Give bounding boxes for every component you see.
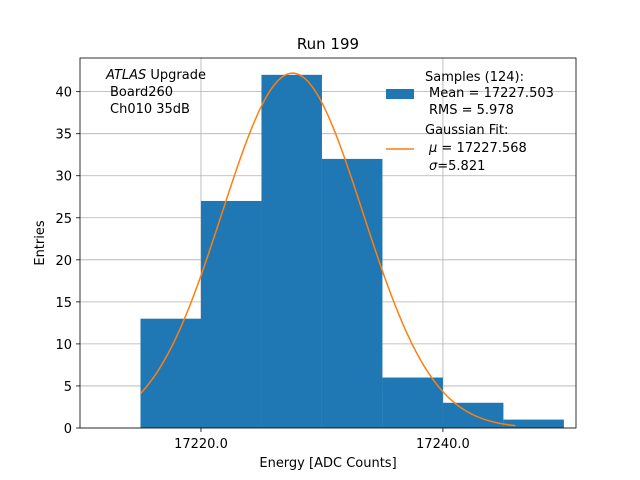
legend: Samples (124): Mean = 17227.503 RMS = 5.… bbox=[386, 70, 554, 174]
x-tick-label: 17240.0 bbox=[416, 437, 470, 452]
legend-mu-symbol: μ bbox=[428, 141, 437, 156]
legend-samples-title: Samples (124): bbox=[425, 70, 524, 85]
chart-title: Run 199 bbox=[297, 35, 359, 53]
annotation-upgrade: Upgrade bbox=[146, 68, 206, 83]
y-tick-label: 15 bbox=[55, 296, 72, 311]
annotation-atlas: ATLAS bbox=[105, 68, 146, 83]
histogram-bar-3 bbox=[261, 74, 322, 429]
legend-samples-rms: RMS = 5.978 bbox=[429, 103, 514, 118]
histogram-bar-1 bbox=[140, 318, 201, 428]
legend-fit-mu: μ = 17227.568 bbox=[428, 141, 527, 156]
legend-fit-title: Gaussian Fit: bbox=[425, 123, 508, 138]
y-tick-label: 0 bbox=[64, 422, 72, 437]
y-axis-label: Entries bbox=[33, 220, 48, 266]
legend-samples-swatch bbox=[386, 89, 414, 99]
x-tick-label: 17220.0 bbox=[174, 437, 228, 452]
y-axis-ticks: 0 5 10 15 20 25 30 35 40 bbox=[55, 86, 80, 437]
annotation-line-1: ATLAS Upgrade bbox=[105, 68, 206, 83]
legend-mu-value: = 17227.568 bbox=[437, 141, 526, 156]
y-tick-label: 30 bbox=[55, 170, 72, 185]
y-tick-label: 20 bbox=[55, 254, 72, 269]
annotation-channel: Ch010 35dB bbox=[110, 102, 190, 117]
y-tick-label: 10 bbox=[55, 338, 72, 353]
x-axis-label: Energy [ADC Counts] bbox=[259, 456, 396, 471]
legend-sigma-symbol: σ bbox=[429, 159, 438, 174]
histogram-bar-7 bbox=[503, 419, 564, 428]
y-tick-label: 35 bbox=[55, 128, 72, 143]
legend-samples-mean: Mean = 17227.503 bbox=[429, 86, 554, 101]
histogram-bars bbox=[140, 74, 564, 429]
y-tick-label: 5 bbox=[64, 380, 72, 395]
x-axis-ticks: 17220.0 17240.0 bbox=[174, 428, 470, 452]
plot-frame bbox=[79, 57, 577, 429]
histogram-bar-4 bbox=[321, 158, 383, 428]
annotation-block: ATLAS Upgrade Board260 Ch010 35dB bbox=[105, 68, 206, 117]
y-tick-label: 25 bbox=[55, 212, 72, 227]
legend-sigma-value: =5.821 bbox=[437, 159, 485, 174]
annotation-board: Board260 bbox=[110, 85, 173, 100]
gaussian-fit-curve bbox=[139, 72, 516, 427]
legend-fit-sigma: σ=5.821 bbox=[429, 159, 485, 174]
histogram-bar-2 bbox=[200, 200, 262, 428]
y-tick-label: 40 bbox=[55, 86, 72, 101]
histogram-bar-5 bbox=[382, 377, 443, 428]
